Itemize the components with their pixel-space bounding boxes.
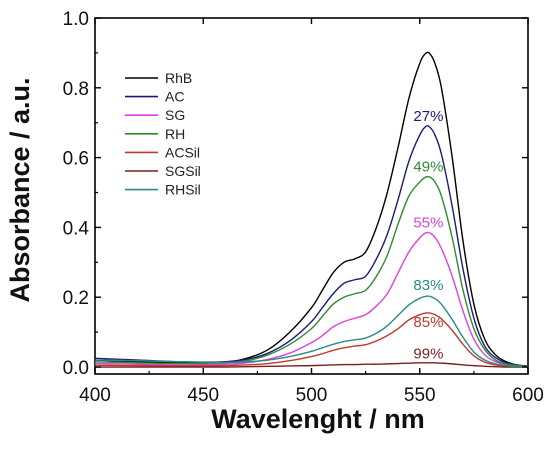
legend-label: AC: [165, 89, 184, 105]
x-axis-title: Wavelenght / nm: [211, 404, 425, 434]
y-tick-label: 0.6: [63, 149, 89, 170]
series-group: [94, 51, 529, 368]
x-tick-label: 600: [512, 385, 544, 406]
legend-label: ACSil: [165, 144, 200, 160]
legend-label: RHSil: [165, 182, 201, 198]
y-tick-label: 0.4: [63, 218, 90, 239]
x-tick-label: 400: [79, 385, 111, 406]
legend-label: RhB: [165, 70, 192, 86]
x-tick-label: 500: [296, 385, 328, 406]
reduction-label: 99%: [413, 345, 443, 362]
reduction-label: 83%: [413, 277, 443, 294]
annotations-group: 27% 49% 55% 83% 85% 99%: [413, 108, 443, 362]
y-axis-title: Absorbance / a.u.: [5, 77, 35, 302]
reduction-label: 27%: [413, 108, 443, 125]
y-tick-label: 0.0: [63, 358, 89, 379]
reduction-label: 49%: [413, 159, 443, 176]
y-tick-label: 1.0: [63, 9, 89, 30]
plot-frame: [94, 17, 529, 375]
legend-label: SGSil: [165, 163, 201, 179]
series-line-acsil: [94, 312, 529, 368]
plot-frame-group: [94, 17, 529, 375]
series-line-ac: [94, 125, 529, 367]
y-tick-label: 0.2: [63, 288, 89, 309]
legend-label: RH: [165, 126, 185, 142]
series-line-rhsil: [94, 295, 529, 368]
legend-group: RhB AC SG RH ACSil SGSil RHSil: [125, 70, 201, 198]
legend-label: SG: [165, 107, 185, 123]
series-line-rhb: [94, 51, 529, 367]
series-line-sgsil: [95, 362, 528, 368]
series-line-rh: [94, 175, 529, 368]
series-line-sg: [94, 231, 529, 368]
reduction-label: 55%: [413, 214, 443, 231]
x-tick-label: 450: [187, 385, 219, 406]
reduction-label: 85%: [413, 314, 443, 331]
ticks-group: 400 450 500 550 600 0.0 0.2 0.4 0.6 0.8 1.0: [63, 9, 544, 406]
x-tick-label: 550: [404, 385, 436, 406]
y-tick-label: 0.8: [63, 79, 89, 100]
